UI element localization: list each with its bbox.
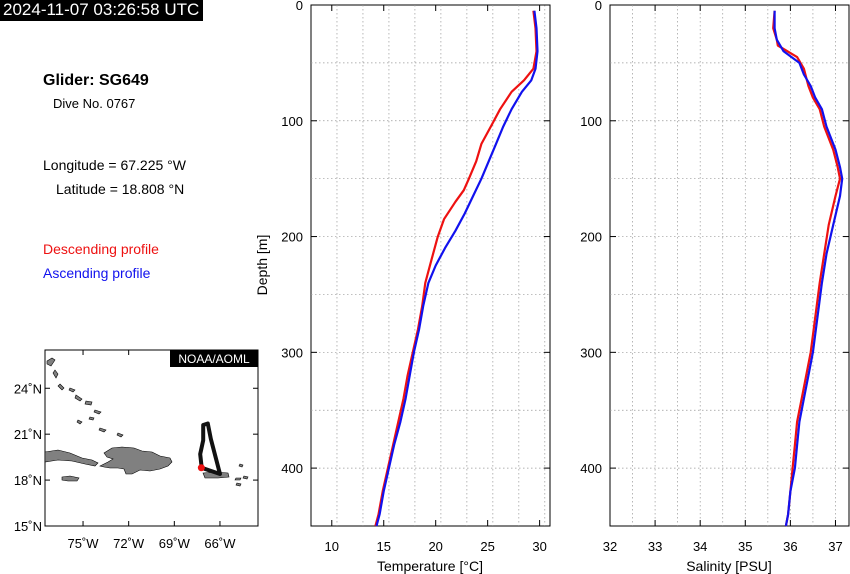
y-tick-label: 400 bbox=[580, 461, 602, 476]
map-lat-label: 24˚N bbox=[14, 381, 42, 396]
temperature-plot-frame bbox=[310, 4, 551, 527]
salinity-plot-frame bbox=[609, 4, 850, 527]
jamaica-landmass bbox=[61, 475, 80, 482]
map-longitude-axis: 75˚W 72˚W 69˚W 66˚W bbox=[68, 350, 236, 551]
map-lon-label: 69˚W bbox=[159, 536, 191, 551]
salinity-series bbox=[772, 10, 844, 527]
salinity-x-label: Salinity [PSU] bbox=[686, 558, 772, 574]
x-tick-label: 10 bbox=[325, 539, 339, 554]
descending-legend: Descending profile bbox=[43, 241, 159, 257]
cuba-landmass bbox=[44, 449, 99, 467]
credit-badge bbox=[170, 350, 258, 367]
y-tick-label: 0 bbox=[595, 0, 602, 13]
temperature-x-label: Temperature [°C] bbox=[377, 558, 483, 574]
temperature-profile-chart: 10 15 20 25 30 0 100 200 300 400 Temperature [°C… bbox=[254, 0, 551, 574]
map-latitude-axis: 15˚N 18˚N 21˚N 24˚N bbox=[14, 381, 258, 534]
bahamas-islands bbox=[46, 357, 249, 487]
temperature-x-axis: 10 15 20 25 30 bbox=[325, 5, 547, 554]
timestamp-banner: 2024-11-07 03:26:58 UTC bbox=[0, 0, 204, 21]
location-map: 75˚W 72˚W 69˚W 66˚W 15˚N 18˚N 21˚N 24˚N NOAA/A… bbox=[14, 349, 259, 551]
temperature-y-axis: 0 100 200 300 400 bbox=[281, 0, 550, 476]
temperature-series bbox=[374, 10, 539, 527]
y-tick-label: 300 bbox=[281, 345, 303, 360]
y-tick-label: 200 bbox=[281, 230, 303, 245]
descending-profile-line bbox=[772, 10, 842, 527]
map-land bbox=[44, 357, 249, 487]
latitude-readout: Latitude = 18.808 °N bbox=[56, 181, 185, 197]
y-tick-label: 100 bbox=[281, 114, 303, 129]
x-tick-label: 35 bbox=[738, 539, 752, 554]
map-lat-label: 18˚N bbox=[14, 473, 42, 488]
x-tick-label: 15 bbox=[377, 539, 391, 554]
hispaniola-landmass bbox=[99, 446, 173, 475]
x-tick-label: 30 bbox=[532, 539, 546, 554]
glider-position-marker bbox=[197, 464, 205, 472]
salinity-grid bbox=[610, 5, 849, 526]
ascending-profile-line bbox=[375, 10, 539, 527]
x-tick-label: 20 bbox=[428, 539, 442, 554]
map-frame bbox=[44, 349, 259, 527]
glider-track bbox=[198, 421, 222, 476]
y-tick-label: 100 bbox=[580, 114, 602, 129]
map-lon-label: 75˚W bbox=[68, 536, 100, 551]
temperature-grid bbox=[311, 5, 550, 526]
ascending-profile-line bbox=[773, 10, 844, 527]
x-tick-label: 25 bbox=[480, 539, 494, 554]
y-tick-label: 300 bbox=[580, 345, 602, 360]
map-lat-label: 21˚N bbox=[14, 427, 42, 442]
x-tick-label: 32 bbox=[603, 539, 617, 554]
y-tick-label: 400 bbox=[281, 461, 303, 476]
x-tick-label: 37 bbox=[828, 539, 842, 554]
map-lon-label: 72˚W bbox=[113, 536, 145, 551]
x-tick-label: 33 bbox=[648, 539, 662, 554]
longitude-readout: Longitude = 67.225 °W bbox=[43, 157, 186, 173]
descending-profile-line bbox=[374, 10, 538, 527]
ascending-legend: Ascending profile bbox=[43, 265, 151, 281]
map-lat-label: 15˚N bbox=[14, 519, 42, 534]
salinity-x-axis: 32 33 34 35 36 37 bbox=[603, 5, 843, 554]
y-tick-label: 0 bbox=[296, 0, 303, 13]
x-tick-label: 36 bbox=[783, 539, 797, 554]
y-tick-label: 200 bbox=[580, 230, 602, 245]
salinity-y-axis: 0 100 200 300 400 bbox=[580, 0, 849, 476]
map-credit: NOAA/AOML bbox=[178, 352, 250, 366]
depth-y-label: Depth [m] bbox=[254, 235, 270, 296]
x-tick-label: 34 bbox=[693, 539, 707, 554]
salinity-profile-chart: 32 33 34 35 36 37 0 100 200 300 400 Salinity [PSU… bbox=[580, 0, 850, 574]
dive-number: Dive No. 0767 bbox=[53, 96, 136, 111]
glider-title: Glider: SG649 bbox=[43, 72, 149, 89]
map-lon-label: 66˚W bbox=[204, 536, 236, 551]
